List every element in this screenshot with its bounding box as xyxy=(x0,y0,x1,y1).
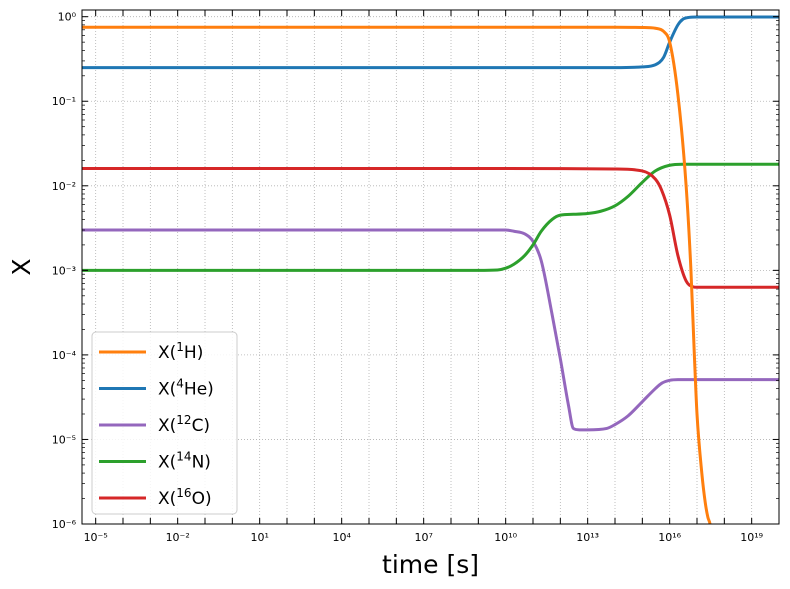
y-tick-label: 10⁻⁴ xyxy=(52,349,77,362)
series-line-4 xyxy=(82,162,779,272)
y-tick-label: 10⁰ xyxy=(58,11,77,24)
legend-label-superscript: 4 xyxy=(176,377,184,391)
axis-ticks: 10⁻⁵ 10⁻² 10¹ 10⁴ 10⁷ 10¹⁰ 10¹³ 10¹⁶ 10¹⁹ 10⁰ 10⁻¹… xyxy=(52,10,780,544)
legend-label: X(4He) xyxy=(158,377,214,400)
x-axis-label: time [s] xyxy=(382,550,479,579)
legend-label: X(1H) xyxy=(158,340,203,363)
series-line-3 xyxy=(82,228,779,432)
series-line-5 xyxy=(82,167,779,289)
y-tick-label: 10⁻¹ xyxy=(52,95,76,108)
legend-label-rest: N) xyxy=(192,453,211,473)
x-tick-label: 10⁻² xyxy=(166,531,190,544)
legend-label-rest: He) xyxy=(184,380,214,400)
plot-frame xyxy=(81,9,780,525)
x-tick-label: 10¹⁹ xyxy=(740,531,763,544)
x-tick-label: 10¹⁰ xyxy=(494,531,517,544)
series-lines xyxy=(82,15,779,524)
x-tick-label: 10⁷ xyxy=(414,531,432,544)
legend: X(1H)X(4He)X(12C)X(14N)X(16O) xyxy=(91,331,238,515)
legend-label-rest: O) xyxy=(192,489,212,509)
legend-label-rest: H) xyxy=(184,343,203,363)
legend-box xyxy=(91,331,238,515)
legend-label-base: X( xyxy=(158,380,176,400)
y-tick-label: 10⁻⁵ xyxy=(52,433,76,446)
legend-label-base: X( xyxy=(158,453,176,473)
legend-label: X(12C) xyxy=(158,413,210,436)
x-tick-label: 10⁻⁵ xyxy=(84,531,108,544)
legend-label-superscript: 16 xyxy=(176,486,191,500)
legend-label-superscript: 12 xyxy=(176,413,191,427)
legend-label-superscript: 1 xyxy=(176,340,184,354)
legend-label-rest: C) xyxy=(192,416,211,436)
x-tick-label: 10¹³ xyxy=(576,531,599,544)
x-tick-label: 10¹ xyxy=(250,531,268,544)
legend-label-base: X( xyxy=(158,343,176,363)
legend-label: X(16O) xyxy=(158,486,212,509)
series-line-1 xyxy=(82,25,712,524)
legend-label-base: X( xyxy=(158,416,176,436)
legend-label: X(14N) xyxy=(158,450,211,473)
y-tick-label: 10⁻³ xyxy=(52,264,76,277)
y-tick-label: 10⁻² xyxy=(52,180,76,193)
x-tick-label: 10⁴ xyxy=(332,531,351,544)
series-line-2 xyxy=(82,15,779,70)
y-tick-label: 10⁻⁶ xyxy=(52,518,77,531)
legend-label-base: X( xyxy=(158,489,176,509)
y-axis-label: X xyxy=(7,258,36,275)
x-tick-label: 10¹⁶ xyxy=(658,531,681,544)
legend-label-superscript: 14 xyxy=(176,450,191,464)
